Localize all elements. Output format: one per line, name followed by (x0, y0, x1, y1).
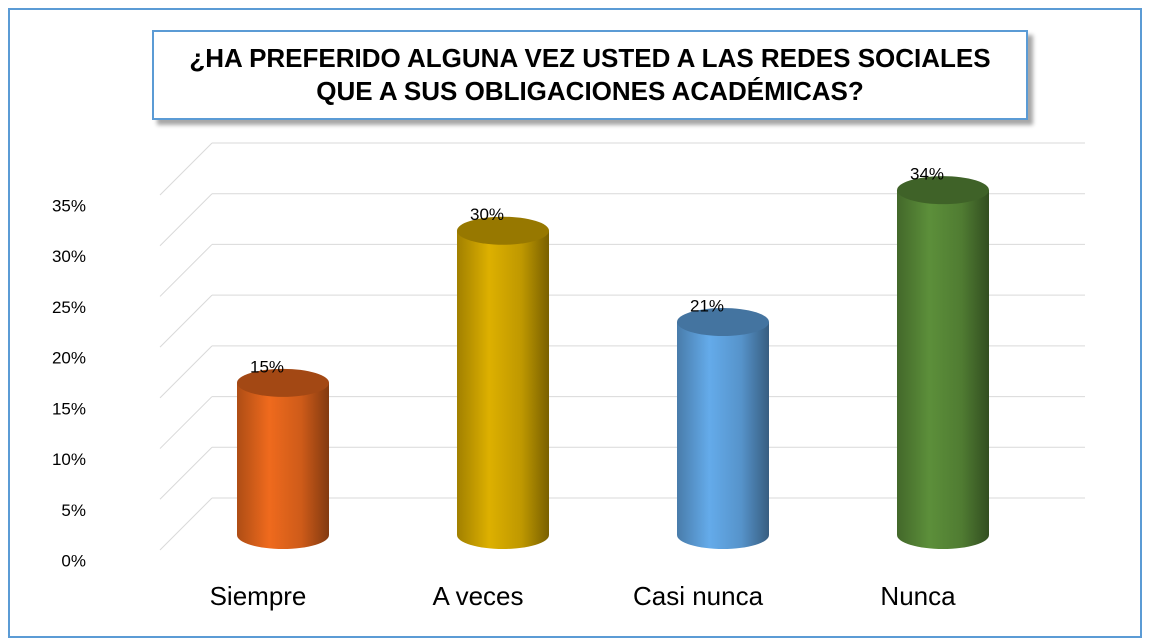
bar-top (897, 176, 989, 205)
y-tick-label: 20% (52, 349, 86, 368)
x-tick-label: A veces (432, 581, 523, 611)
grid-line-side (159, 142, 213, 196)
bar (237, 382, 329, 535)
x-tick-label: Nunca (880, 581, 956, 611)
x-tick-label: Siempre (210, 581, 307, 611)
y-tick-label: 15% (52, 399, 86, 418)
bar (457, 230, 549, 535)
x-tick-label: Casi nunca (633, 581, 764, 611)
bar-top (677, 308, 769, 336)
bar (677, 322, 769, 535)
grid-line-side (159, 396, 213, 449)
data-label: 21% (690, 296, 724, 315)
grid-line-side (159, 446, 213, 500)
grid-line-side (159, 193, 213, 247)
bar-top (457, 216, 549, 245)
chart-title: ¿HA PREFERIDO ALGUNA VEZ USTED A LAS RED… (152, 30, 1028, 120)
y-tick-label: 30% (52, 247, 86, 266)
y-tick-label: 35% (52, 196, 86, 215)
y-tick-label: 10% (52, 450, 86, 469)
y-tick-label: 5% (61, 501, 86, 520)
grid-line-side (159, 244, 213, 297)
data-label: 30% (470, 205, 504, 224)
y-tick-label: 0% (61, 551, 86, 570)
y-tick-label: 25% (52, 298, 86, 317)
data-label: 34% (910, 165, 944, 184)
grid-line-side (159, 497, 213, 551)
data-label: 15% (250, 357, 284, 376)
grid-line-side (159, 345, 213, 399)
grid-line-side (159, 294, 213, 348)
bar (897, 190, 989, 535)
bar-top (237, 368, 329, 397)
